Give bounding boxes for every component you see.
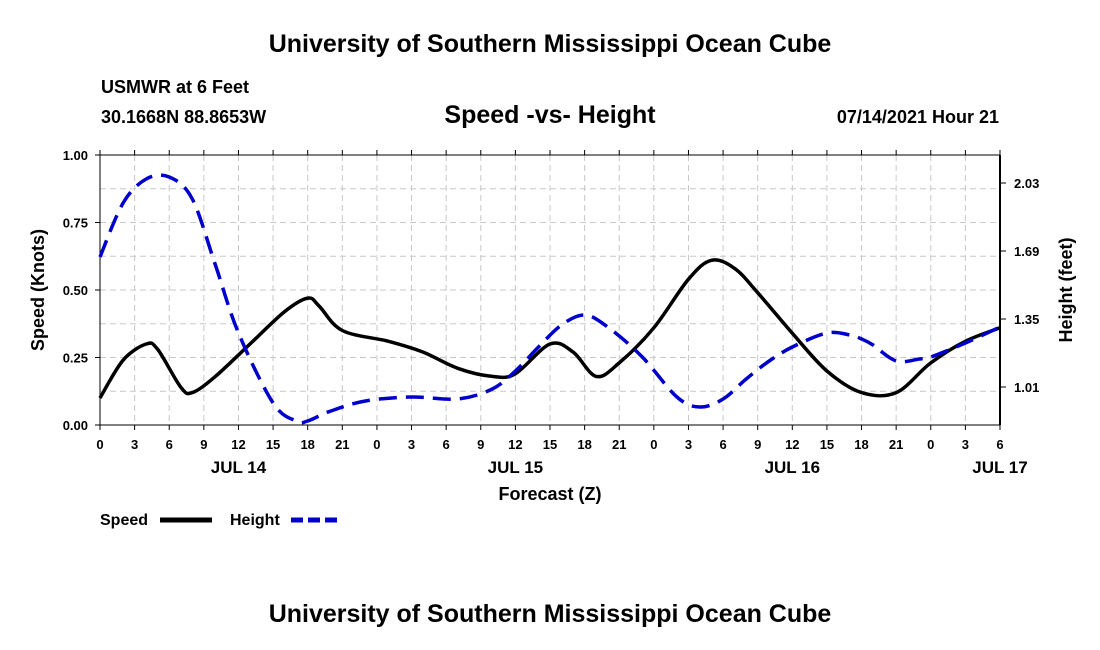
x-tick-label: 18 xyxy=(300,437,314,452)
x-tick-label: 6 xyxy=(166,437,173,452)
x-tick-label: 15 xyxy=(543,437,557,452)
x-tick-label: 6 xyxy=(996,437,1003,452)
axes: 0 3 6 9 12 15 18 21 0 3 6 9 12 15 18 21 0 3 6 9 12 15 18 21 0 3 6 J… xyxy=(63,148,1040,477)
x-tick-label: 12 xyxy=(508,437,522,452)
x-tick-label: 0 xyxy=(373,437,380,452)
date-label: JUL 14 xyxy=(211,458,267,477)
series-lines xyxy=(98,173,1001,425)
series-line-height xyxy=(98,173,1001,425)
y2-tick-label: 1.01 xyxy=(1014,380,1039,395)
x-tick-label: 12 xyxy=(785,437,799,452)
legend-label-speed: Speed xyxy=(100,512,148,529)
date-label: JUL 15 xyxy=(488,458,543,477)
x-tick-label: 6 xyxy=(719,437,726,452)
y-tick-label: 0.75 xyxy=(63,216,88,231)
y-tick-label: 0.25 xyxy=(63,351,88,366)
chart-main-title: University of Southern Mississippi Ocean… xyxy=(268,30,832,58)
y2-axis-title: Height (feet) xyxy=(1056,238,1076,343)
x-tick-label: 3 xyxy=(962,437,969,452)
x-tick-label: 0 xyxy=(96,437,103,452)
x-tick-label: 15 xyxy=(266,437,280,452)
legend-label-height: Height xyxy=(230,512,280,529)
x-tick-label: 21 xyxy=(889,437,903,452)
x-tick-label: 15 xyxy=(820,437,834,452)
x-tick-label: 21 xyxy=(335,437,349,452)
y2-tick-label: 1.69 xyxy=(1014,244,1039,259)
x-tick-label: 18 xyxy=(854,437,868,452)
grid xyxy=(100,155,1000,425)
x-tick-label: 6 xyxy=(443,437,450,452)
x-tick-label: 3 xyxy=(685,437,692,452)
chart-subtitle: Speed -vs- Height xyxy=(444,101,656,129)
y2-tick-label: 2.03 xyxy=(1014,176,1039,191)
x-axis-title: Forecast (Z) xyxy=(498,484,601,504)
legend: Speed Height xyxy=(100,512,342,529)
x-tick-label: 12 xyxy=(231,437,245,452)
x-tick-label: 3 xyxy=(408,437,415,452)
x-tick-label: 18 xyxy=(577,437,591,452)
x-tick-label: 9 xyxy=(754,437,761,452)
x-tick-label: 3 xyxy=(131,437,138,452)
x-tick-label: 0 xyxy=(927,437,934,452)
y-tick-label: 1.00 xyxy=(63,148,88,163)
x-tick-label: 0 xyxy=(650,437,657,452)
y2-tick-label: 1.35 xyxy=(1014,312,1039,327)
y-tick-label: 0.00 xyxy=(63,418,88,433)
x-tick-label: 21 xyxy=(612,437,626,452)
series-line-speed xyxy=(98,258,1001,399)
coordinates-label: 30.1668N 88.8653W xyxy=(101,107,267,127)
y-tick-label: 0.50 xyxy=(63,283,88,298)
x-tick-label: 9 xyxy=(200,437,207,452)
y-axis-title: Speed (Knots) xyxy=(28,229,48,351)
station-label: USMWR at 6 Feet xyxy=(101,77,250,97)
chart-footer-title: University of Southern Mississippi Ocean… xyxy=(268,600,832,628)
date-label: JUL 16 xyxy=(765,458,820,477)
date-label: JUL 17 xyxy=(972,458,1027,477)
axis-labels: Forecast (Z) Speed (Knots) Height (feet) xyxy=(28,229,1076,504)
datetime-label: 07/14/2021 Hour 21 xyxy=(836,107,999,127)
x-tick-label: 9 xyxy=(477,437,484,452)
